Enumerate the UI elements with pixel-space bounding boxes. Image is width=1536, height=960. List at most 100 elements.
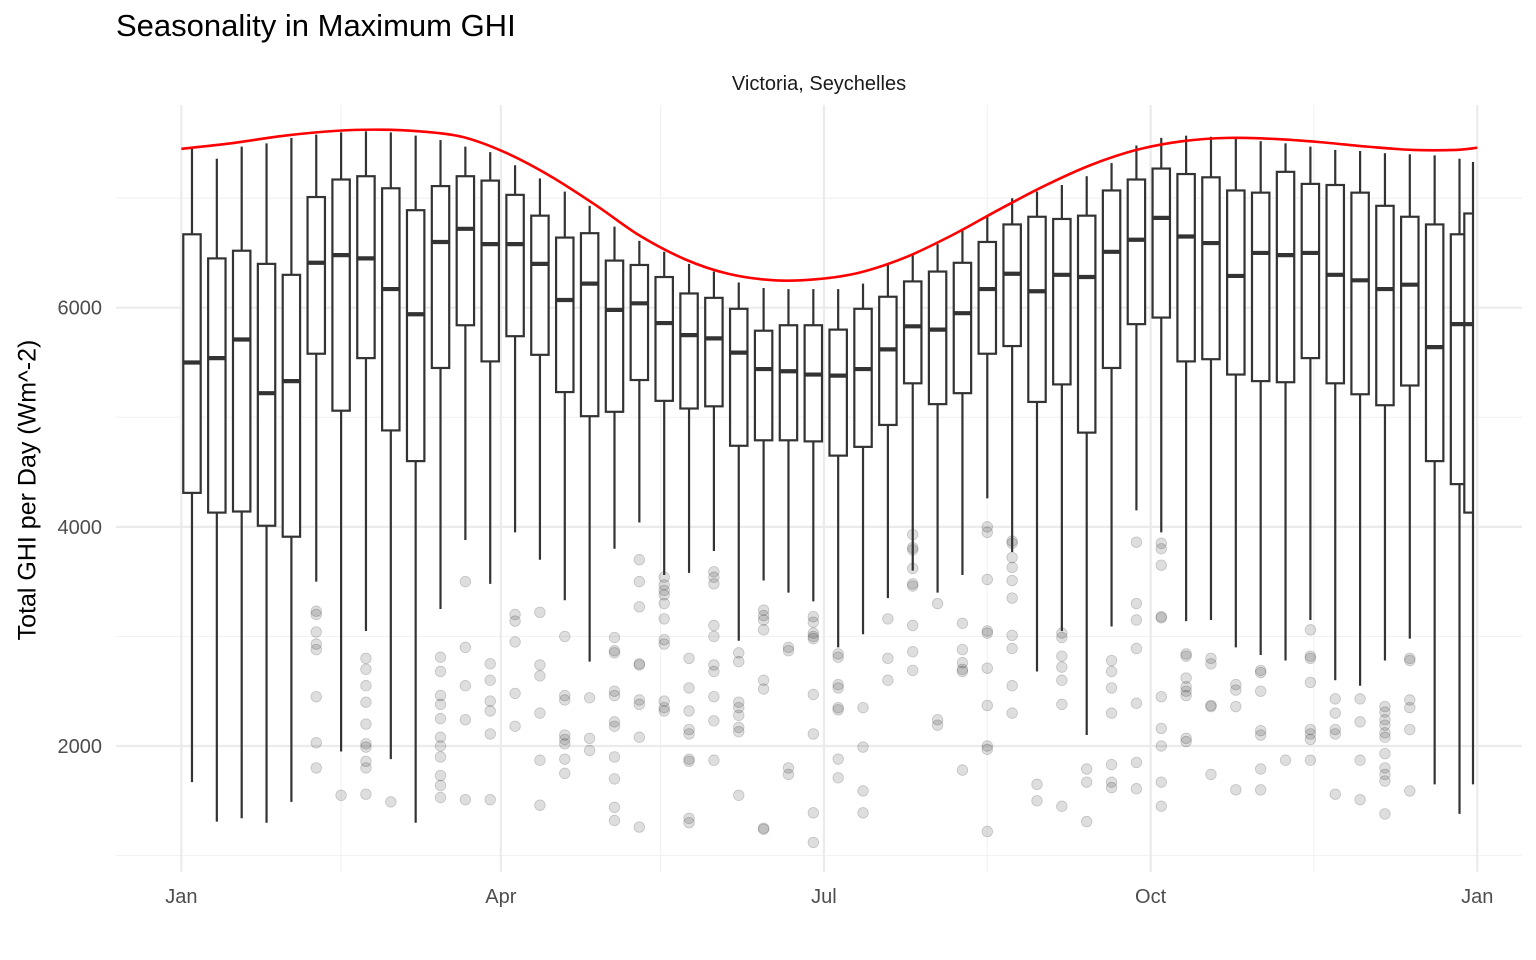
box	[828, 289, 848, 648]
outlier-point	[1105, 776, 1118, 788]
outlier-point	[1230, 684, 1242, 696]
outlier-point	[434, 712, 447, 725]
box-body	[679, 292, 699, 410]
outlier-point	[1379, 747, 1391, 760]
outlier-point	[807, 616, 820, 628]
outlier-point	[1304, 676, 1317, 689]
outlier-point	[1404, 701, 1416, 714]
outlier-point	[807, 632, 820, 645]
outlier-point	[1155, 612, 1167, 624]
outlier-point	[1379, 706, 1391, 718]
box-body	[1350, 191, 1370, 396]
box	[1463, 161, 1475, 785]
box	[704, 271, 724, 551]
outlier-point	[484, 793, 496, 806]
outlier-point	[1205, 652, 1217, 665]
box	[1350, 151, 1370, 686]
outlier-point	[708, 566, 720, 578]
box-body	[977, 240, 998, 355]
x-tick-label: Jan	[165, 886, 197, 908]
outlier-point	[981, 625, 993, 637]
box	[1027, 191, 1047, 672]
outlier-point	[708, 571, 720, 583]
outlier-point	[434, 791, 447, 804]
outlier-point	[832, 678, 844, 691]
outlier-point	[360, 762, 372, 774]
outlier-point	[708, 578, 720, 590]
outlier-point	[981, 521, 993, 533]
box	[530, 178, 550, 560]
outlier-point	[1006, 642, 1018, 655]
box	[1250, 141, 1271, 656]
outlier-point	[1155, 740, 1167, 752]
y-tick-label: 6000	[58, 298, 103, 320]
outlier-point	[1056, 661, 1068, 673]
outlier-point	[907, 578, 919, 590]
box-body	[356, 175, 376, 360]
outlier-point	[757, 624, 770, 636]
outlier-point	[1304, 652, 1317, 665]
outlier-point	[782, 644, 795, 657]
box-body	[1226, 189, 1246, 376]
outlier-point	[633, 575, 646, 588]
outlier-point	[434, 751, 447, 763]
outlier-point	[733, 789, 745, 802]
outlier-point	[608, 801, 621, 814]
box	[1201, 136, 1221, 620]
outlier-point	[683, 705, 695, 717]
outlier-point	[832, 648, 844, 660]
outlier-point	[683, 812, 695, 825]
outlier-point	[807, 627, 820, 639]
box	[878, 264, 898, 599]
outlier-point	[658, 613, 670, 625]
outlier-point	[782, 641, 795, 654]
outlier-point	[658, 584, 670, 597]
outlier-point	[1056, 631, 1068, 644]
box	[803, 289, 824, 602]
box-body	[554, 236, 575, 394]
outlier-point	[658, 701, 670, 714]
outlier-point	[1304, 650, 1317, 662]
box-body	[1027, 215, 1047, 404]
outlier-point	[832, 651, 844, 663]
outlier-point	[509, 636, 521, 648]
box	[1300, 146, 1321, 620]
outlier-point	[583, 732, 596, 745]
outlier-point	[434, 779, 447, 792]
outlier-point	[1304, 723, 1317, 736]
box	[306, 134, 327, 582]
outlier-point	[633, 554, 646, 566]
outlier-point	[1056, 674, 1068, 686]
outlier-point	[981, 573, 993, 586]
boxes	[182, 131, 1475, 823]
outlier-point	[1155, 776, 1167, 788]
outlier-point	[509, 608, 521, 621]
outlier-point	[1180, 735, 1192, 748]
box	[778, 289, 799, 593]
outlier-point	[633, 659, 646, 671]
outlier-point	[733, 701, 745, 714]
outlier-point	[360, 718, 372, 730]
outlier-point	[583, 692, 596, 704]
outlier-point	[1329, 788, 1341, 800]
outlier-point	[683, 753, 695, 765]
outlier-point	[1130, 536, 1143, 548]
outlier-point	[956, 665, 969, 678]
outlier-point	[1304, 624, 1317, 636]
box-body	[505, 193, 525, 338]
box	[579, 205, 600, 662]
outlier-point	[1304, 728, 1317, 740]
outlier-point	[1279, 754, 1292, 766]
outlier-point	[633, 601, 646, 613]
outlier-point	[683, 723, 695, 736]
outlier-point	[310, 737, 322, 749]
box	[1176, 135, 1196, 622]
outlier-point	[608, 644, 621, 657]
outlier-point	[1105, 682, 1118, 694]
outlier-point	[1155, 800, 1167, 812]
box	[1275, 143, 1296, 661]
outlier-point	[583, 744, 596, 757]
box-body	[1424, 223, 1445, 463]
outlier-point	[782, 768, 795, 781]
outlier-point	[708, 715, 720, 727]
